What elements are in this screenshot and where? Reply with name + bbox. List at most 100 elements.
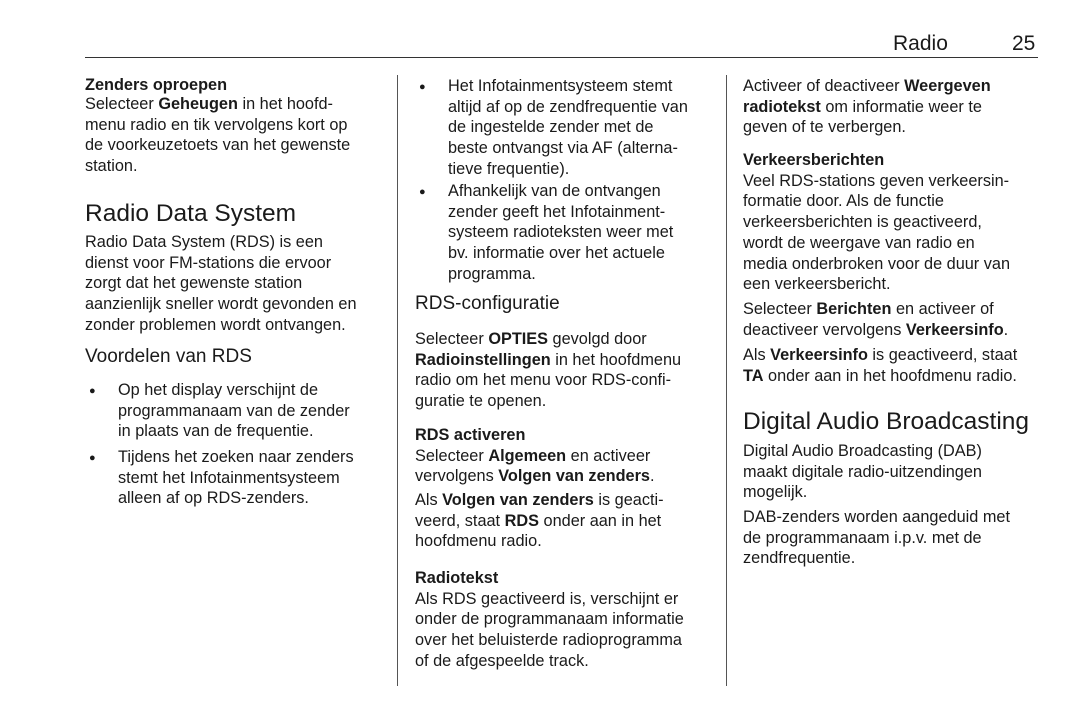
text-line: Selecteer Algemeen en activeer xyxy=(415,446,655,467)
paragraph: Activeer of deactiveer Weergeven radiotek… xyxy=(743,76,991,138)
text-run: . xyxy=(649,467,655,486)
text-line: TA onder aan in het hoofdmenu radio. xyxy=(743,366,1017,387)
text-run: programmanaam van de zender xyxy=(118,401,350,420)
text-run: de programmanaam i.p.v. met de xyxy=(743,528,982,547)
bullet-item: Op het display verschijnt de programmanaa… xyxy=(118,380,350,442)
paragraph: Als Verkeersinfo is geactiveerd, staat TA… xyxy=(743,345,1017,386)
text-line: zorgt dat het gewenste station xyxy=(85,273,357,294)
text-line: radio om het menu voor RDS-confi- xyxy=(415,370,681,391)
text-run: in plaats van de frequentie. xyxy=(118,422,314,441)
text-run: Activeer of deactiveer xyxy=(743,77,905,95)
bold-term: radiotekst xyxy=(743,97,821,116)
page-number: 25 xyxy=(1012,32,1036,55)
text-run: in het hoofdmenu xyxy=(550,350,682,369)
text-run: veerd, staat xyxy=(415,511,505,530)
text-run: zonder problemen wordt ontvangen. xyxy=(85,315,346,334)
text-run: onder aan in het xyxy=(539,511,662,530)
text-line: onder de programmanaam informatie xyxy=(415,609,684,630)
section-heading: Digital Audio Broadcasting xyxy=(743,408,1030,435)
text-run: en activeer of xyxy=(891,300,994,318)
text-run: is geacti- xyxy=(593,491,664,509)
text-line: RDS activeren xyxy=(415,425,655,446)
text-run: Digital Audio Broadcasting (DAB) xyxy=(743,442,982,460)
text-line: de voorkeuzetoets van het gewenste xyxy=(85,135,350,156)
bold-term: Verkeersberichten xyxy=(743,151,885,169)
text-run: zendfrequentie. xyxy=(743,549,856,568)
text-run: geven of te verbergen. xyxy=(743,118,906,137)
text-line: Radiotekst xyxy=(415,568,684,589)
paragraph: Selecteer Geheugen in het hoofd-menu rad… xyxy=(85,94,350,177)
text-line: wordt de weergave van radio en xyxy=(743,233,1010,254)
text-line: maakt digitale radio-uitzendingen xyxy=(743,462,982,483)
text-run: Als RDS geactiveerd is, verschijnt er xyxy=(415,589,679,608)
text-line: Digital Audio Broadcasting (DAB) xyxy=(743,441,982,462)
section-title: Radio xyxy=(893,32,948,55)
text-line: veerd, staat RDS onder aan in het xyxy=(415,511,664,532)
text-run: systeem radioteksten weer met xyxy=(448,223,674,242)
text-run: een verkeersbericht. xyxy=(743,275,891,294)
text-run: Op het display verschijnt de xyxy=(118,381,319,399)
text-run: beste ontvangst via AF (alterna- xyxy=(448,139,678,158)
text-line: Selecteer OPTIES gevolgd door xyxy=(415,329,681,350)
text-line: in plaats van de frequentie. xyxy=(118,421,350,442)
text-run: Als xyxy=(743,346,771,364)
bold-term: Radiotekst xyxy=(415,569,499,587)
text-line: tieve frequentie). xyxy=(448,159,688,180)
text-line: Als Verkeersinfo is geactiveerd, staat xyxy=(743,345,1017,366)
text-run: zorgt dat het gewenste station xyxy=(85,274,303,293)
text-run: Het Infotainmentsysteem stemt xyxy=(448,77,673,95)
text-run: . xyxy=(1003,320,1009,339)
text-line: zender geeft het Infotainment- xyxy=(448,202,673,223)
text-line: Afhankelijk van de ontvangen xyxy=(448,181,673,202)
text-line: Veel RDS-stations geven verkeersin- xyxy=(743,171,1010,192)
text-line: beste ontvangst via AF (alterna- xyxy=(448,138,688,159)
bullet-icon: ● xyxy=(89,452,96,464)
text-run: programma. xyxy=(448,264,536,283)
text-run: Selecteer xyxy=(85,95,159,113)
paragraph: Radiotekst Als RDS geactiveerd is, versch… xyxy=(415,568,684,672)
text-run: Radio Data System (RDS) is een xyxy=(85,233,323,251)
paragraph: Verkeersberichten Veel RDS-stations geven… xyxy=(743,150,1010,295)
paragraph: Digital Audio Broadcasting (DAB) maakt di… xyxy=(743,441,982,503)
text-line: een verkeersbericht. xyxy=(743,274,1010,295)
text-line: vervolgens Volgen van zenders. xyxy=(415,466,655,487)
text-line: Het Infotainmentsysteem stemt xyxy=(448,76,688,97)
text-line: Op het display verschijnt de xyxy=(118,380,350,401)
text-run: altijd af op de zendfrequentie van xyxy=(448,97,688,116)
paragraph: Radio Data System (RDS) is een dienst voo… xyxy=(85,232,357,336)
text-line: radiotekst om informatie weer te xyxy=(743,97,991,118)
text-run: zender geeft het Infotainment- xyxy=(448,202,666,221)
text-run: Als xyxy=(415,491,443,509)
text-run: Tijdens het zoeken naar zenders xyxy=(118,448,354,466)
text-run: formatie door. Als de functie xyxy=(743,192,944,211)
bold-term: TA xyxy=(743,366,764,385)
text-run: of de afgespeelde track. xyxy=(415,651,589,670)
text-run: Selecteer xyxy=(415,446,489,465)
text-line: guratie te openen. xyxy=(415,391,681,412)
bold-term: Algemeen xyxy=(488,446,567,465)
text-line: zonder problemen wordt ontvangen. xyxy=(85,315,357,336)
bullet-item: Het Infotainmentsysteem stemt altijd af o… xyxy=(448,76,688,180)
text-line: programmanaam van de zender xyxy=(118,401,350,422)
text-run: bv. informatie over het actuele xyxy=(448,244,665,263)
bold-term: OPTIES xyxy=(488,330,549,348)
text-run: deactiveer vervolgens xyxy=(743,320,906,339)
text-run: Selecteer xyxy=(743,300,817,318)
text-run: aanzienlijk sneller wordt gevonden en xyxy=(85,295,357,314)
text-run: tieve frequentie). xyxy=(448,159,570,178)
text-line: stemt het Infotainmentsysteem xyxy=(118,468,354,489)
text-run: onder aan in het hoofdmenu radio. xyxy=(763,366,1017,385)
paragraph: Selecteer Berichten en activeer of deacti… xyxy=(743,299,1008,340)
text-run: menu radio en tik vervolgens kort op xyxy=(85,115,348,134)
bold-term: Verkeersinfo xyxy=(770,346,868,364)
paragraph: Zenders oproepen xyxy=(85,75,227,96)
text-line: deactiveer vervolgens Verkeersinfo. xyxy=(743,320,1008,341)
bullet-icon: ● xyxy=(419,186,426,198)
bullet-icon: ● xyxy=(89,385,96,397)
subsection-heading: RDS-configuratie xyxy=(415,293,560,314)
bold-term: Zenders oproepen xyxy=(85,76,228,94)
text-line: Activeer of deactiveer Weergeven xyxy=(743,76,991,97)
text-run: gevolgd door xyxy=(548,330,647,348)
text-run: guratie te openen. xyxy=(415,392,547,411)
text-line: Selecteer Geheugen in het hoofd- xyxy=(85,94,350,115)
